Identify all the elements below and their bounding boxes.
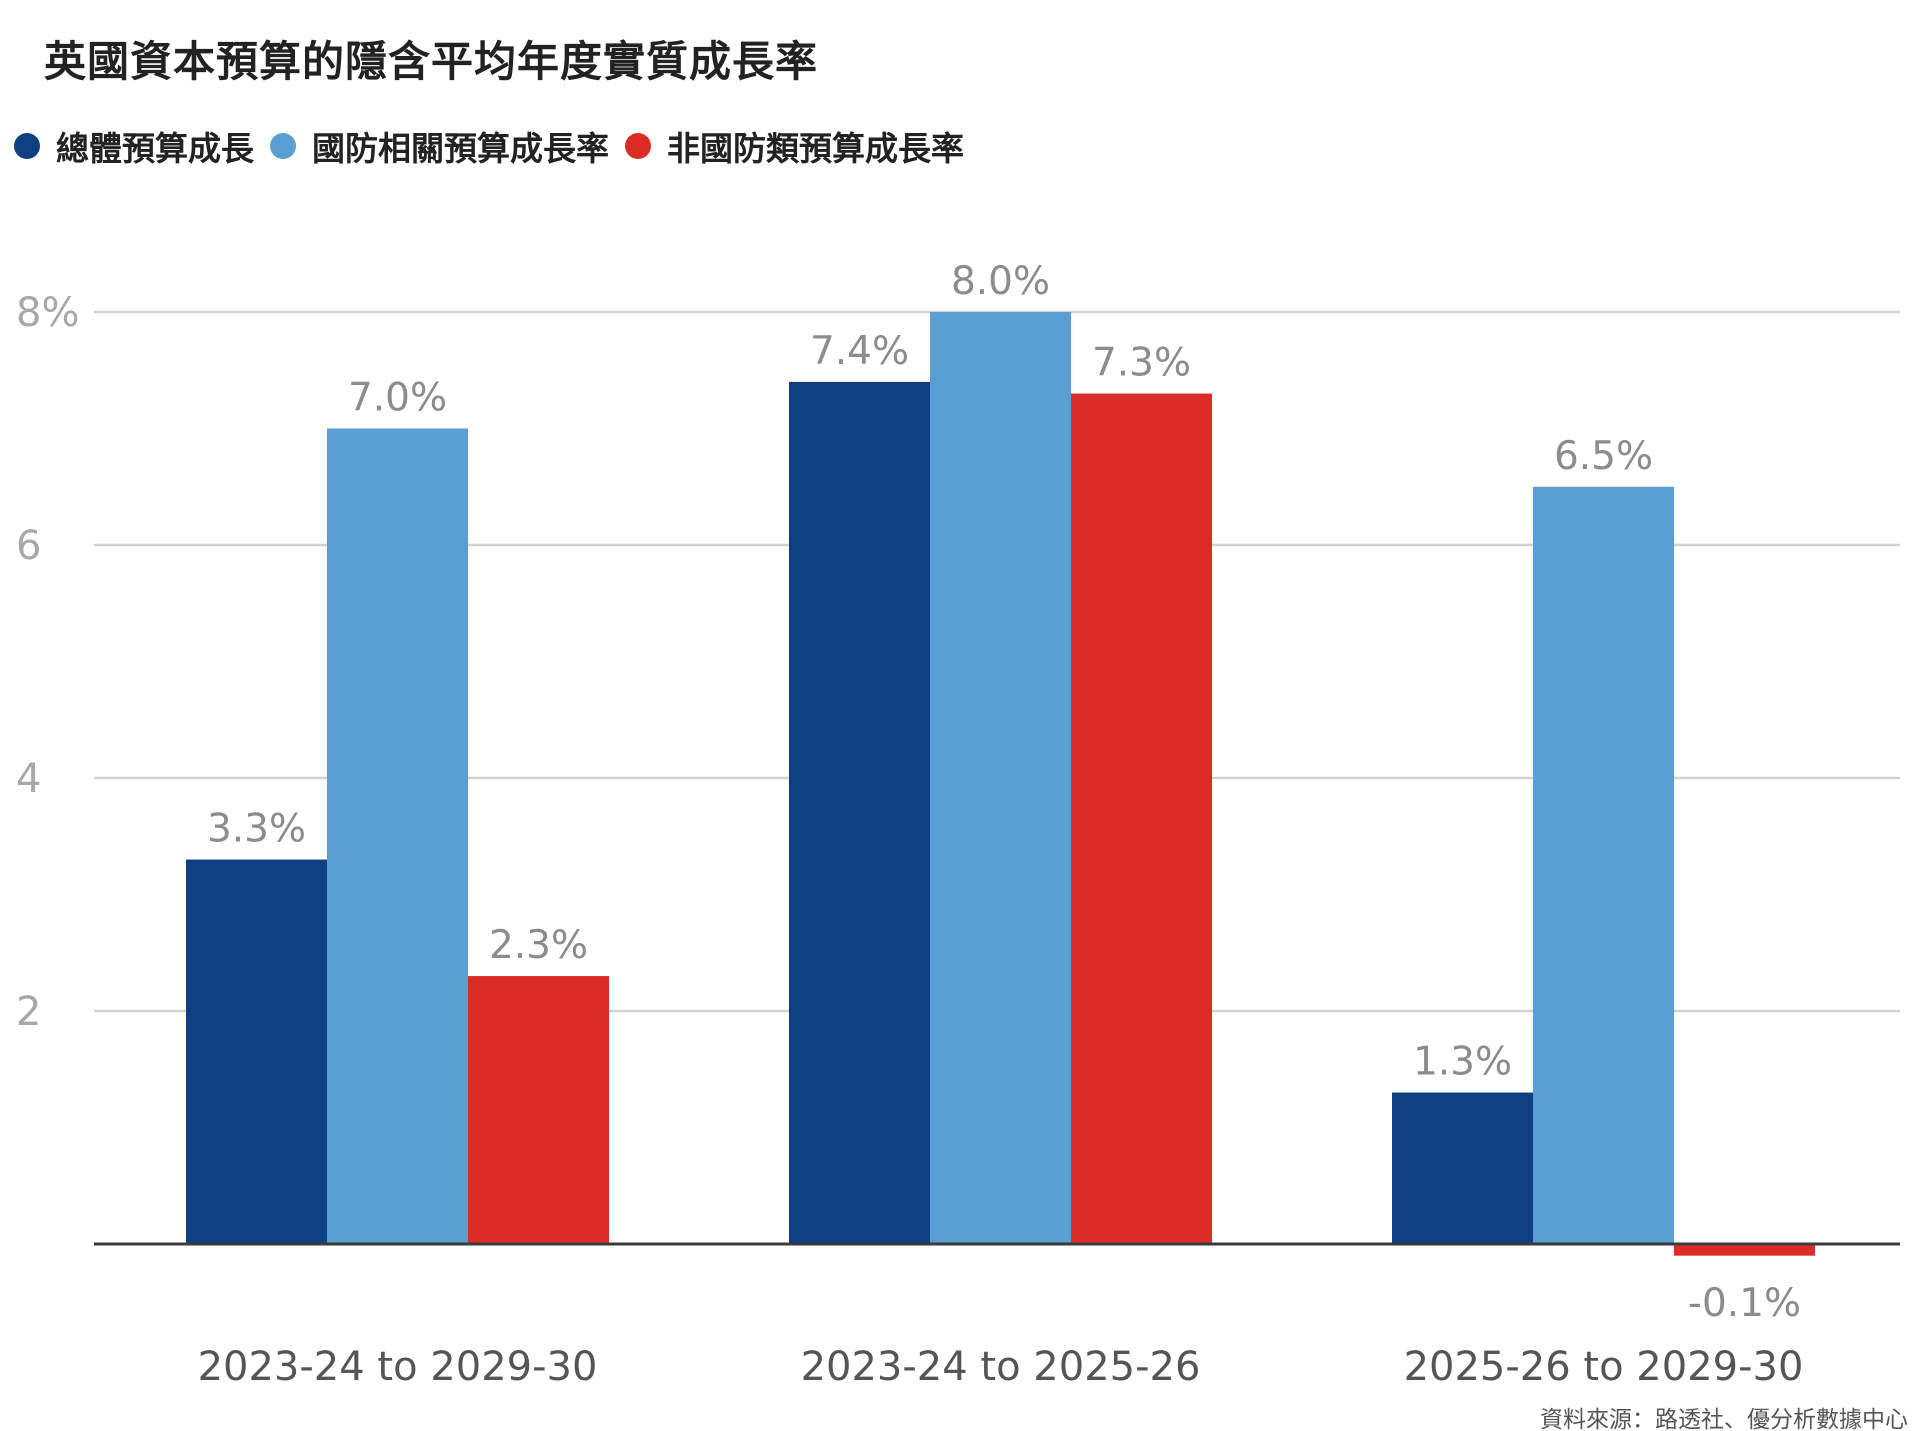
legend-item-non-defense: 非國防類預算成長率 (625, 122, 964, 170)
bar-non-defense (468, 976, 609, 1244)
x-category-label: 2025-26 to 2029-30 (1404, 1344, 1804, 1390)
y-tick-label: 4 (16, 756, 41, 802)
source-note: 資料來源：路透社、優分析數據中心 (1540, 1407, 1908, 1431)
x-category-label: 2023-24 to 2025-26 (801, 1344, 1201, 1390)
bar-non-defense (1071, 393, 1212, 1244)
bar-overall (1392, 1092, 1533, 1244)
bar-non-defense (1674, 1244, 1815, 1256)
data-label: 7.3% (1092, 341, 1191, 386)
legend-label: 國防相關預算成長率 (312, 129, 609, 168)
data-label: 6.5% (1554, 434, 1653, 479)
legend: 總體預算成長 國防相關預算成長率 非國防類預算成長率 (14, 118, 980, 174)
chart-title: 英國資本預算的隱含平均年度實質成長率 (44, 37, 819, 86)
data-label: 7.4% (810, 329, 909, 374)
y-tick-label: 6 (16, 523, 41, 569)
data-label: 7.0% (348, 376, 447, 421)
data-label: 1.3% (1413, 1040, 1512, 1085)
y-tick-label: 8% (16, 290, 79, 336)
data-label: 8.0% (951, 259, 1050, 304)
bar-overall (186, 859, 327, 1244)
bar-overall (789, 381, 930, 1244)
y-tick-label: 2 (16, 989, 41, 1035)
circle-dot-icon (625, 133, 651, 159)
legend-item-defense: 國防相關預算成長率 (270, 122, 609, 170)
data-label: 2.3% (489, 923, 588, 968)
bar-defense (327, 428, 468, 1244)
legend-label: 非國防類預算成長率 (667, 129, 964, 168)
x-category-label: 2023-24 to 2029-30 (198, 1344, 598, 1390)
legend-item-overall: 總體預算成長 (14, 122, 254, 170)
legend-label: 總體預算成長 (56, 129, 254, 168)
data-label: 3.3% (207, 807, 306, 852)
bar-defense (1533, 486, 1674, 1244)
circle-dot-icon (270, 133, 296, 159)
circle-dot-icon (14, 133, 40, 159)
bar-defense (930, 312, 1071, 1244)
data-label: -0.1% (1688, 1281, 1801, 1326)
